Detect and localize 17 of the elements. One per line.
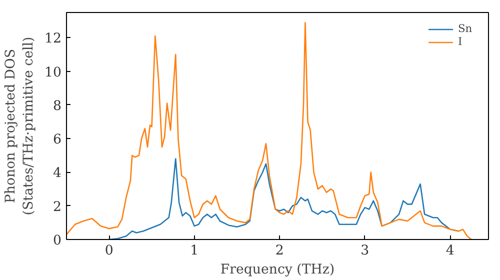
legend-label: Sn [458, 22, 474, 35]
y-axis-title: Phonon projected DOS (States/THz·primitive cell) [4, 36, 37, 216]
line-series [66, 22, 472, 240]
y-tick-label: 8 [53, 98, 62, 114]
y-tick-label: 12 [44, 32, 62, 47]
x-tick-label: 3 [360, 244, 370, 258]
legend-label: I [458, 35, 464, 48]
x-tick-label: 1 [190, 244, 199, 258]
y-tick-label: 0 [53, 234, 62, 248]
x-axis-title: Frequency (THz) [220, 262, 335, 278]
x-tick-label: 2 [275, 244, 284, 258]
y-tick-label: 2 [53, 200, 62, 215]
y-tick-label: 4 [53, 166, 62, 182]
y-tick-label: 10 [44, 65, 62, 80]
x-tick-label: 0 [104, 244, 114, 258]
x-tick-label: 4 [446, 244, 454, 258]
y-tick-label: 6 [53, 132, 62, 148]
